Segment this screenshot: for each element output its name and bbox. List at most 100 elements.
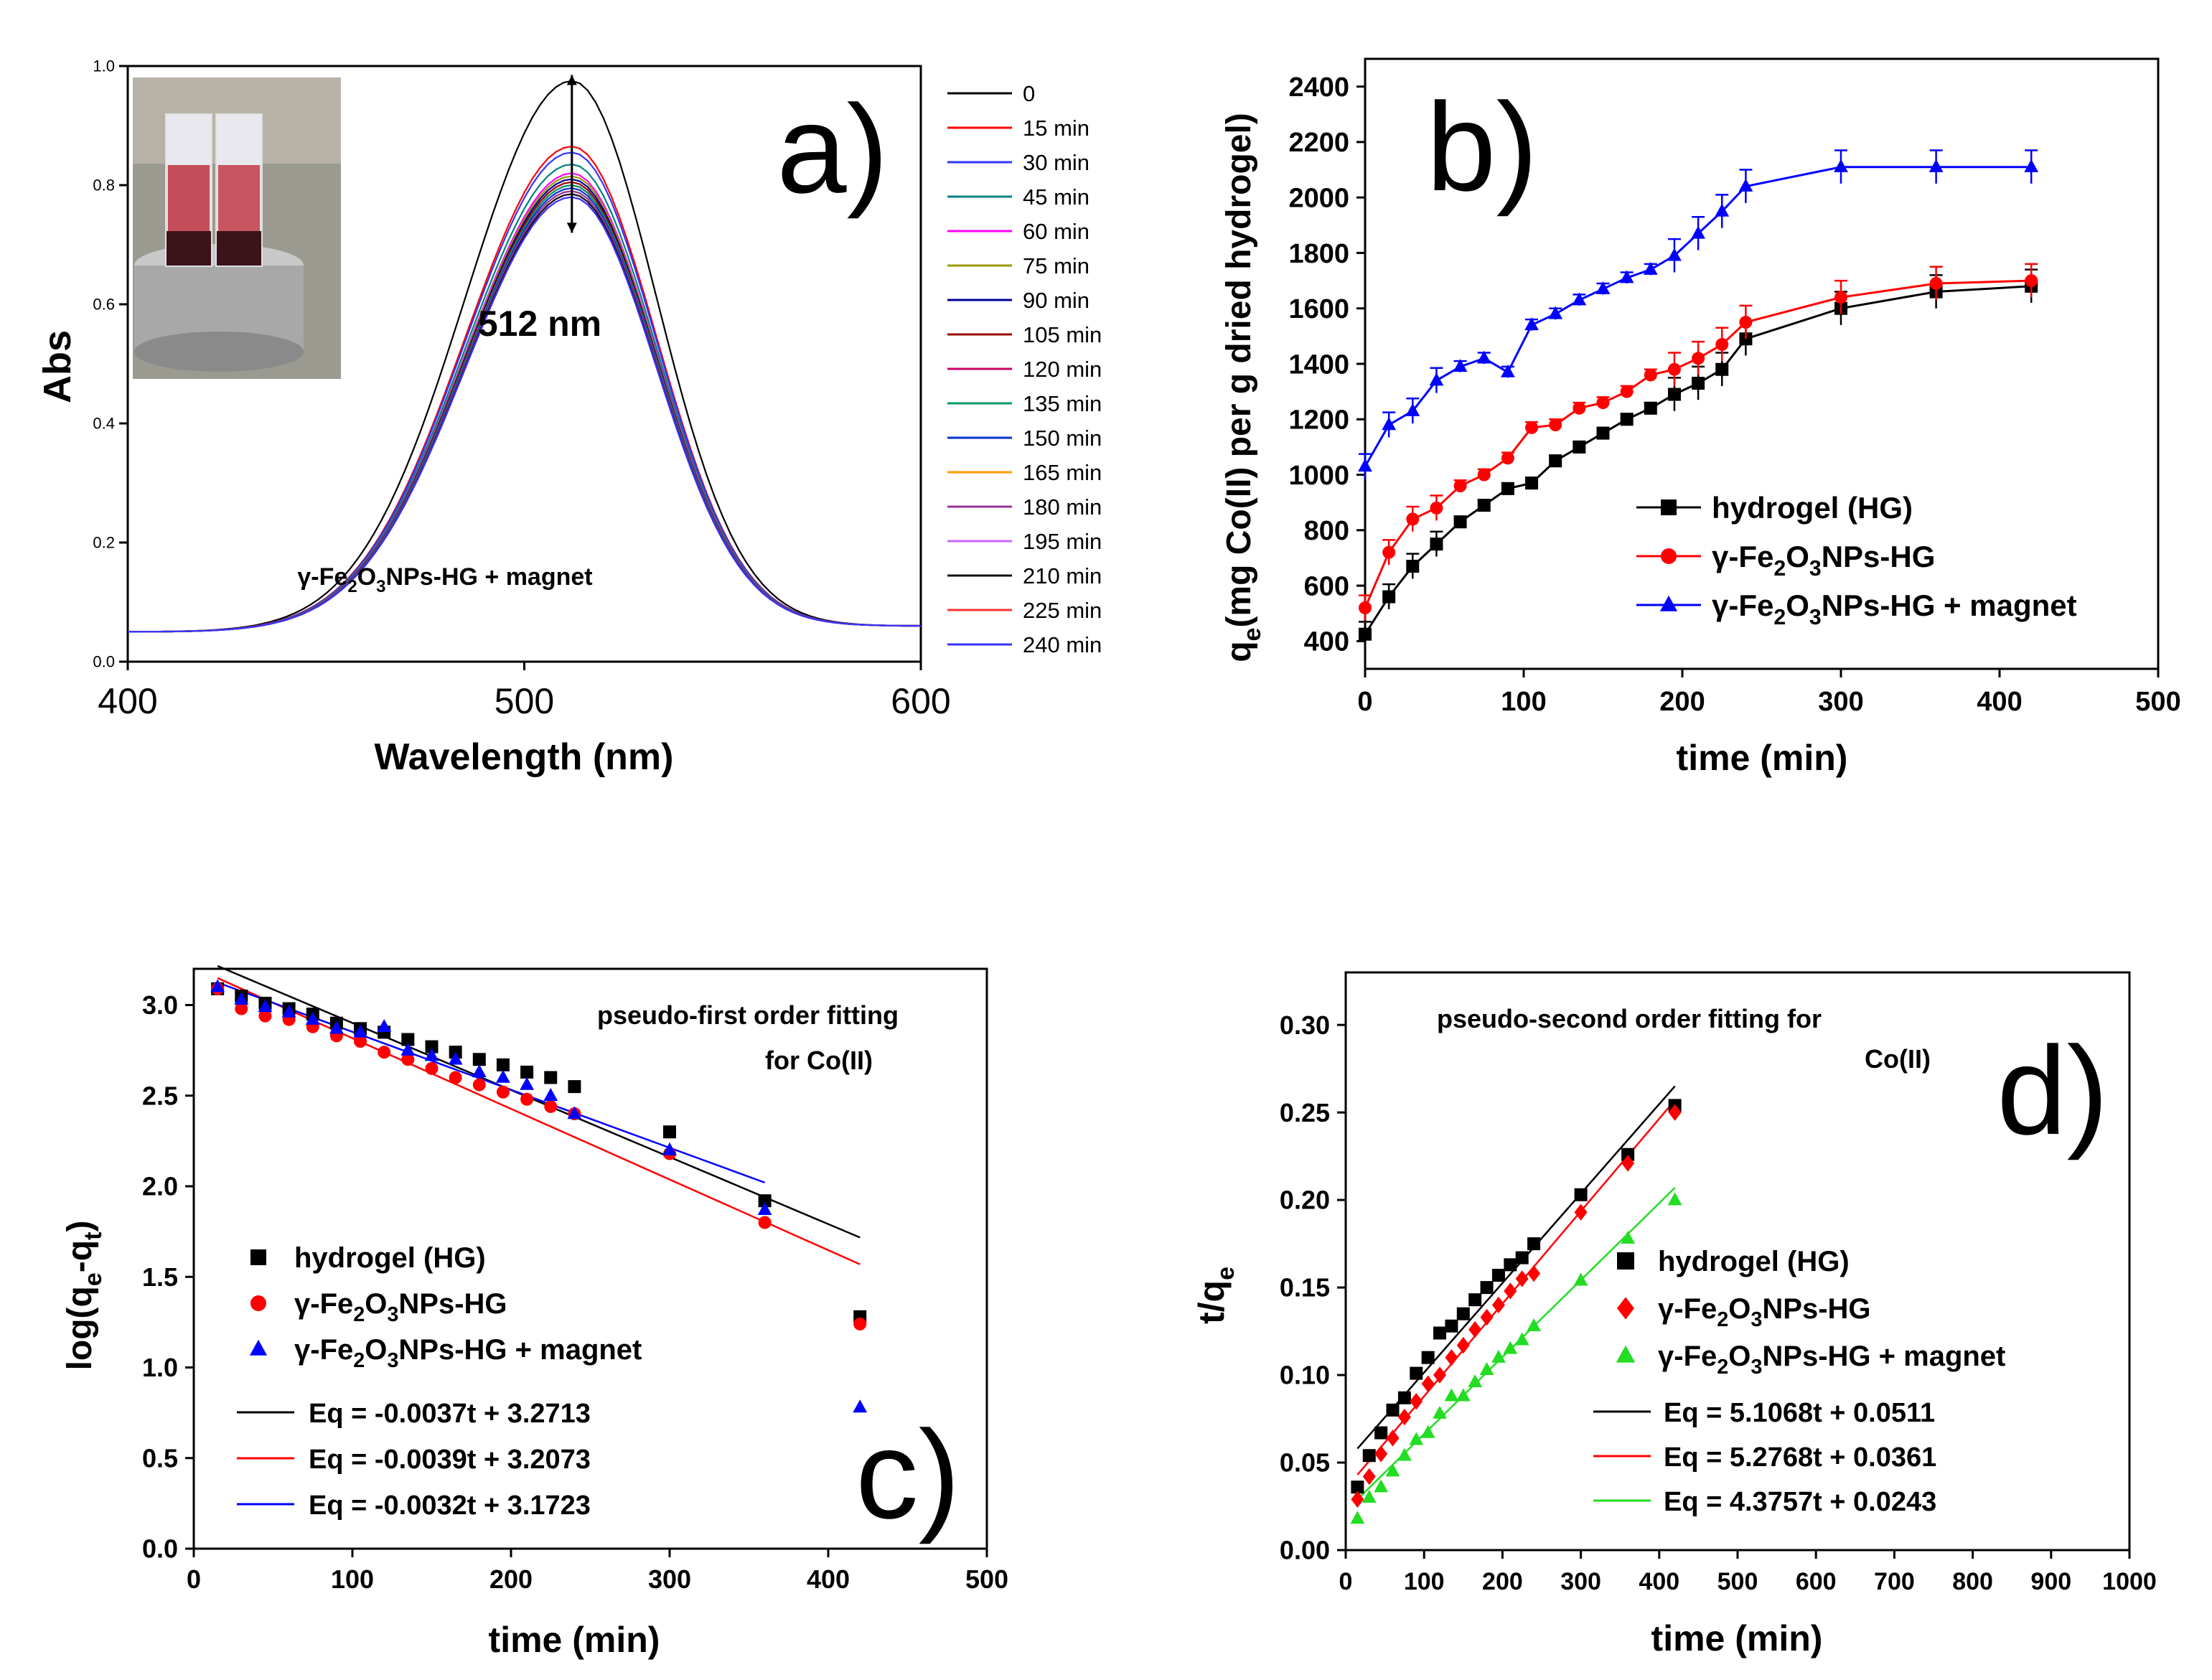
x-axis-label: time (min) — [1651, 1618, 1823, 1658]
data-point — [472, 1064, 487, 1078]
y-tick-label: 0.20 — [1280, 1186, 1330, 1215]
plot-title-line2: for Co(II) — [765, 1046, 873, 1075]
legend-swatch-marker — [249, 1339, 268, 1356]
magnet-bottom — [134, 332, 304, 372]
data-point — [1644, 401, 1657, 415]
data-point — [1525, 421, 1539, 434]
y-axis-label: Abs — [36, 330, 79, 403]
legend: hydrogel (HG) γ-Fe2O3NPs-HG γ-Fe2O3NPs-HG … — [237, 1242, 642, 1521]
data-point — [1620, 385, 1634, 398]
y-axis-label: qe(mg Co(II) per g dried hydrogel) — [1220, 113, 1266, 662]
cuvette-left-sediment — [167, 231, 211, 266]
data-point — [1409, 1432, 1424, 1445]
panel-d-pseudo-second-order: 0 100 200 300 400 500 600 700 800 900 1000 0.00 0.05… — [1191, 971, 2157, 1658]
data-point — [1574, 1203, 1588, 1221]
legend-entry: γ-Fe2O3NPs-HG — [1658, 1293, 1871, 1331]
data-point — [1667, 388, 1681, 401]
cuvette-right-sediment — [217, 231, 261, 266]
data-point — [1929, 276, 1943, 290]
data-point — [258, 1009, 272, 1023]
data-point — [424, 1048, 439, 1061]
y-tick-label: 1600 — [1288, 294, 1349, 324]
legend-swatch-marker — [1617, 1297, 1634, 1320]
data-point — [1548, 306, 1563, 319]
data-point — [1386, 1430, 1400, 1447]
data-point — [663, 1125, 676, 1139]
y-tick-label: 0.4 — [93, 415, 115, 433]
data-point — [1351, 1480, 1364, 1494]
x-tick-label: 500 — [1717, 1568, 1758, 1595]
x-tick-label: 500 — [965, 1564, 1008, 1594]
data-point — [1715, 362, 1729, 376]
legend-entry: 120 min — [1023, 357, 1102, 382]
data-point — [1621, 1155, 1635, 1172]
data-point — [1549, 418, 1562, 431]
data-point — [544, 1071, 558, 1084]
x-tick-label: 0 — [187, 1564, 201, 1594]
y-tick-label: 0.0 — [93, 653, 115, 671]
y-tick-label: 1.0 — [142, 1353, 178, 1382]
y-tick-label: 0.30 — [1280, 1010, 1330, 1040]
legend-entry: 240 min — [1023, 632, 1102, 657]
data-point — [1382, 590, 1396, 604]
y-tick-label: 1.0 — [93, 57, 115, 75]
data-point — [1620, 413, 1634, 426]
data-point — [662, 1142, 677, 1155]
data-point — [1456, 1336, 1470, 1354]
legend: hydrogel (HG) γ-Fe2O3NPs-HG γ-Fe2O3NPs-HG … — [1636, 491, 2077, 629]
data-point — [1405, 403, 1420, 416]
cuvettes-on-magnet-photo — [133, 78, 341, 379]
data-point — [1382, 545, 1396, 559]
x-axis-label: time (min) — [489, 1620, 660, 1660]
data-point — [1410, 1366, 1423, 1380]
panel-c-pseudo-first-order: 0 100 200 300 400 500 0.0 0.5 1.0 1.5 2.0 2.5 3.0 log… — [61, 965, 1008, 1660]
data-point — [1359, 601, 1372, 614]
x-tick-label: 300 — [1560, 1568, 1601, 1595]
data-point — [544, 1099, 558, 1113]
data-point — [1430, 501, 1443, 515]
data-point — [1421, 1375, 1435, 1392]
data-point — [1574, 1188, 1588, 1201]
spectra-group — [127, 80, 922, 633]
panel-label-d: d) — [1997, 1021, 2109, 1161]
data-point — [1421, 1351, 1435, 1364]
legend-swatch-marker — [250, 1295, 266, 1311]
data-point — [1374, 1426, 1388, 1440]
panel-b-adsorption-kinetics: 0 100 200 300 400 500 400 600 800 1000 1200 1400 160… — [1220, 57, 2181, 778]
x-tick-label: 100 — [1501, 687, 1546, 717]
x-tick-label: 600 — [1796, 1568, 1837, 1595]
series-1 — [1359, 263, 2038, 621]
series-2 — [1350, 1192, 1682, 1524]
data-point — [1362, 1468, 1376, 1486]
y-tick-label: 1200 — [1288, 405, 1349, 436]
series-2 — [210, 979, 868, 1413]
y-tick-label: 2400 — [1288, 72, 1349, 103]
sample-annotation: γ-Fe2O3NPs-HG + magnet — [297, 563, 592, 596]
data-point — [1385, 1463, 1400, 1477]
data-point — [1527, 1264, 1541, 1282]
y-tick-label: 0.10 — [1280, 1361, 1330, 1390]
legend-entry: 90 min — [1023, 288, 1089, 313]
y-tick-label: 1400 — [1288, 349, 1349, 380]
data-point — [1453, 479, 1467, 492]
data-point — [1479, 1361, 1494, 1375]
data-point — [1397, 1447, 1412, 1461]
spectrum-240-min — [128, 196, 922, 633]
data-point — [1572, 292, 1587, 306]
data-point — [377, 1019, 392, 1032]
data-point — [1362, 1490, 1377, 1503]
x-tick-label: 300 — [1818, 687, 1863, 717]
data-point — [1515, 1251, 1529, 1264]
x-tick-label: 300 — [648, 1564, 691, 1594]
data-point — [1453, 515, 1467, 529]
data-point — [567, 1106, 582, 1120]
data-point — [1480, 1281, 1494, 1295]
legend-fit-entry: Eq = 5.1068t + 0.0511 — [1664, 1398, 1935, 1428]
data-point — [1410, 1392, 1423, 1410]
data-point — [1351, 1491, 1364, 1508]
legend-entry: 150 min — [1023, 426, 1102, 451]
data-point — [520, 1065, 534, 1079]
data-point — [1358, 459, 1372, 472]
data-point — [496, 1085, 510, 1099]
